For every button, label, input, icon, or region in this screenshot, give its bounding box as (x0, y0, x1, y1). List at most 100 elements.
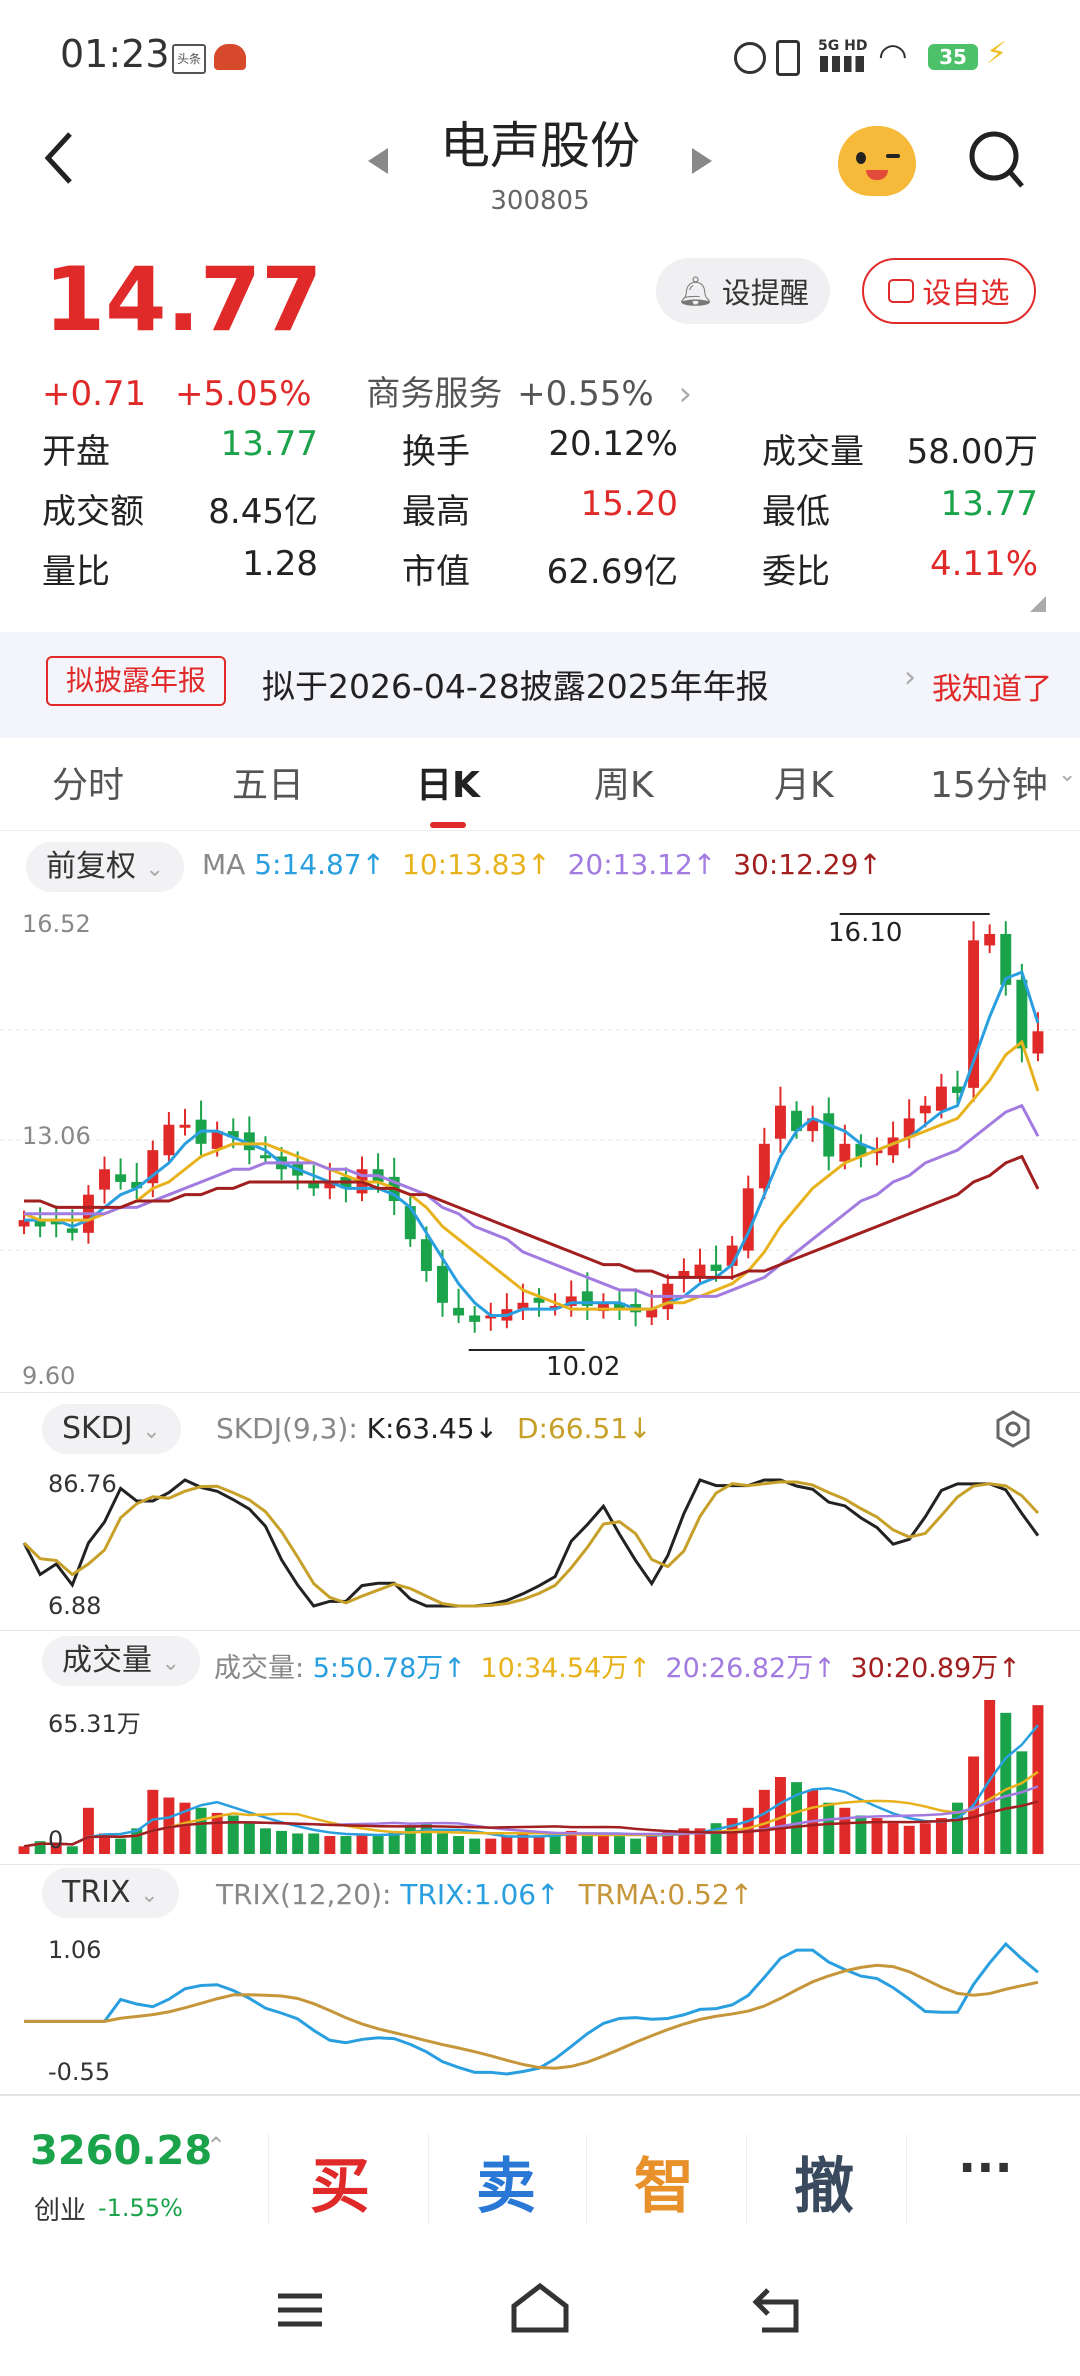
skdj-chart[interactable] (0, 1456, 1080, 1626)
smart-button[interactable]: 智 (634, 2152, 694, 2222)
index-pct: -1.55% (98, 2194, 183, 2222)
mascot-icon[interactable] (838, 126, 916, 196)
next-stock-button[interactable] (690, 146, 714, 180)
volume-bar (276, 1830, 288, 1854)
volume-bar (66, 1846, 78, 1854)
volume-bar (839, 1807, 851, 1854)
sell-button[interactable]: 卖 (476, 2152, 536, 2222)
adjust-selector[interactable]: 前复权 ⌄ (26, 842, 184, 892)
candle (855, 1143, 867, 1157)
stat-value: 20.12% (548, 424, 678, 464)
tab-monthly-k[interactable]: 月K (774, 765, 834, 806)
volume-bar (404, 1825, 416, 1854)
skdj-y-max: 86.76 (48, 1470, 117, 1498)
trix-selector[interactable]: TRIX ⌄ (42, 1868, 179, 1918)
tab-five-day[interactable]: 五日 (232, 765, 305, 806)
volume-bar (984, 1700, 996, 1854)
sector-name[interactable]: 商务服务 (366, 374, 503, 414)
skdj-d: D:66.51↓ (517, 1412, 652, 1445)
volume-bar (581, 1833, 593, 1854)
bar-divider (586, 2134, 587, 2224)
more-button[interactable]: ··· (958, 2140, 1013, 2196)
stat-value: 15.20 (580, 484, 678, 524)
volume-bar (823, 1802, 835, 1854)
volume-bar (18, 1846, 30, 1854)
announcement-text[interactable]: 拟于2026-04-28披露2025年年报 (262, 667, 769, 706)
trix-chart[interactable] (0, 1924, 1080, 2090)
stock-title: 电声股份 (440, 117, 640, 175)
search-button[interactable] (966, 128, 1026, 196)
nav-menu-button[interactable] (276, 2290, 324, 2334)
tab-daily-k[interactable]: 日K (416, 765, 480, 806)
volume-bar (420, 1823, 432, 1854)
active-tab-indicator (430, 822, 466, 828)
sector-pct[interactable]: +0.55% (517, 374, 654, 414)
volume-selector[interactable]: 成交量 ⌄ (42, 1636, 200, 1686)
bottom-divider (0, 2094, 1080, 2096)
candle (227, 1131, 239, 1138)
tabs-divider (0, 830, 1080, 831)
candle (437, 1265, 448, 1303)
search-icon (969, 131, 1024, 188)
volume-bar (469, 1838, 481, 1854)
cancel-order-button[interactable]: 撤 (794, 2152, 854, 2222)
skdj-selector[interactable]: SKDJ ⌄ (42, 1404, 181, 1454)
stat-value: 13.77 (940, 484, 1038, 524)
volume-bar (935, 1818, 947, 1854)
volume-ma30: 30:20.89万↑ (850, 1653, 1021, 1684)
indicator-settings-button[interactable] (994, 1410, 1032, 1452)
candle (404, 1206, 416, 1240)
ma30-value: 30:12.29↑ (733, 848, 882, 881)
triangle-right-icon (692, 148, 712, 174)
candle (18, 1220, 30, 1227)
add-favorite-button[interactable]: 设自选 (862, 258, 1036, 324)
candle (131, 1181, 143, 1189)
chevron-down-icon: ⌄ (145, 857, 164, 882)
stat-label: 换手 (402, 432, 470, 472)
charging-icon: ⚡ (986, 36, 1008, 71)
expand-corner-icon[interactable] (1030, 596, 1046, 612)
candle (115, 1174, 127, 1182)
wifi-icon: ◠ (878, 36, 908, 76)
chevron-down-icon: ⌄ (1058, 762, 1077, 787)
volume-bar (34, 1841, 46, 1854)
set-reminder-label: 设提醒 (721, 276, 809, 310)
back-button[interactable] (40, 128, 80, 188)
ma30-line (24, 1154, 1040, 1279)
home-icon (511, 2282, 569, 2333)
trix-params: TRIX(12,20): (216, 1878, 392, 1911)
stat-label: 市值 (402, 552, 470, 592)
volume-bar (308, 1833, 320, 1854)
candle (565, 1296, 577, 1306)
index-name: 创业 (34, 2196, 87, 2226)
trix-y-max: 1.06 (48, 1936, 102, 1964)
volume-ma20: 20:26.82万↑ (665, 1653, 836, 1684)
candle (839, 1143, 851, 1162)
tab-intraday[interactable]: 分时 (52, 765, 125, 806)
index-value[interactable]: 3260.28 (30, 2128, 213, 2174)
volume-bar (82, 1807, 94, 1854)
announcement-banner (0, 632, 1080, 738)
buy-button[interactable]: 买 (310, 2152, 370, 2222)
kline-chart[interactable] (0, 900, 1080, 1390)
volume-bar (533, 1836, 545, 1854)
volume-bar (115, 1838, 127, 1854)
nav-back-button[interactable] (752, 2286, 806, 2338)
volume-bar (259, 1828, 271, 1854)
candle (420, 1239, 432, 1271)
candle (179, 1124, 191, 1128)
dismiss-announcement-button[interactable]: 我知道了 (932, 672, 1052, 707)
nav-home-button[interactable] (510, 2282, 570, 2338)
volume-bar (646, 1836, 658, 1854)
battery-icon: 35 (928, 44, 978, 70)
volume-bar (774, 1777, 786, 1854)
tab-weekly-k[interactable]: 周K (594, 765, 654, 806)
volume-chart[interactable] (0, 1690, 1080, 1860)
set-reminder-button[interactable]: 🔔︎ 设提醒 (656, 258, 830, 324)
tab-15min[interactable]: 15分钟 (930, 765, 1048, 806)
candle (453, 1307, 465, 1316)
volume-legend: 成交量: 5:50.78万↑ 10:34.54万↑ 20:26.82万↑ 30:… (214, 1646, 1021, 1685)
trix-y-min: -0.55 (48, 2058, 111, 2086)
prev-stock-button[interactable] (366, 146, 390, 180)
signal-icon (820, 56, 864, 72)
